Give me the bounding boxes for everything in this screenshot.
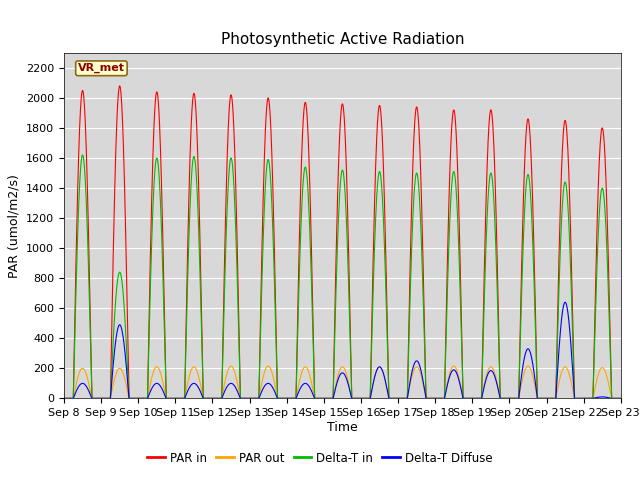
Delta-T Diffuse (467, 396, 475, 401)
Delta-T in (483, 223, 491, 228)
Delta-T in (60, 396, 68, 401)
PAR in (483, 174, 491, 180)
Delta-T Diffuse (250, 396, 257, 401)
Delta-T Diffuse (324, 396, 332, 401)
Line: PAR out: PAR out (64, 366, 621, 398)
Delta-T in (250, 396, 257, 401)
Title: Photosynthetic Active Radiation: Photosynthetic Active Radiation (221, 33, 464, 48)
PAR out (587, 396, 595, 401)
Delta-T Diffuse (587, 396, 595, 401)
PAR out (524, 363, 532, 369)
Legend: PAR in, PAR out, Delta-T in, Delta-T Diffuse: PAR in, PAR out, Delta-T in, Delta-T Dif… (143, 447, 497, 469)
Delta-T Diffuse (617, 396, 625, 401)
PAR out (324, 396, 332, 401)
PAR in (617, 396, 625, 401)
Delta-T Diffuse (483, 374, 490, 380)
Delta-T in (617, 396, 625, 401)
Delta-T Diffuse (60, 396, 68, 401)
Y-axis label: PAR (umol/m2/s): PAR (umol/m2/s) (8, 174, 20, 277)
PAR out (483, 372, 490, 377)
PAR out (467, 396, 475, 401)
Delta-T Diffuse (561, 300, 569, 305)
PAR out (250, 396, 257, 401)
Text: VR_met: VR_met (78, 63, 125, 73)
PAR out (617, 396, 625, 401)
PAR in (324, 396, 332, 401)
Line: Delta-T in: Delta-T in (64, 155, 621, 398)
PAR in (250, 396, 257, 401)
Delta-T in (324, 396, 332, 401)
PAR in (587, 396, 595, 401)
X-axis label: Time: Time (327, 421, 358, 434)
PAR out (60, 396, 68, 401)
Delta-T Diffuse (594, 395, 602, 400)
Line: PAR in: PAR in (64, 86, 621, 398)
Delta-T in (594, 251, 602, 256)
Delta-T in (467, 396, 475, 401)
PAR in (60, 396, 68, 401)
PAR in (467, 396, 475, 401)
Delta-T in (587, 396, 595, 401)
PAR in (594, 209, 602, 215)
Line: Delta-T Diffuse: Delta-T Diffuse (64, 302, 621, 398)
PAR out (594, 374, 602, 380)
Delta-T in (79, 152, 86, 158)
PAR in (116, 83, 124, 89)
